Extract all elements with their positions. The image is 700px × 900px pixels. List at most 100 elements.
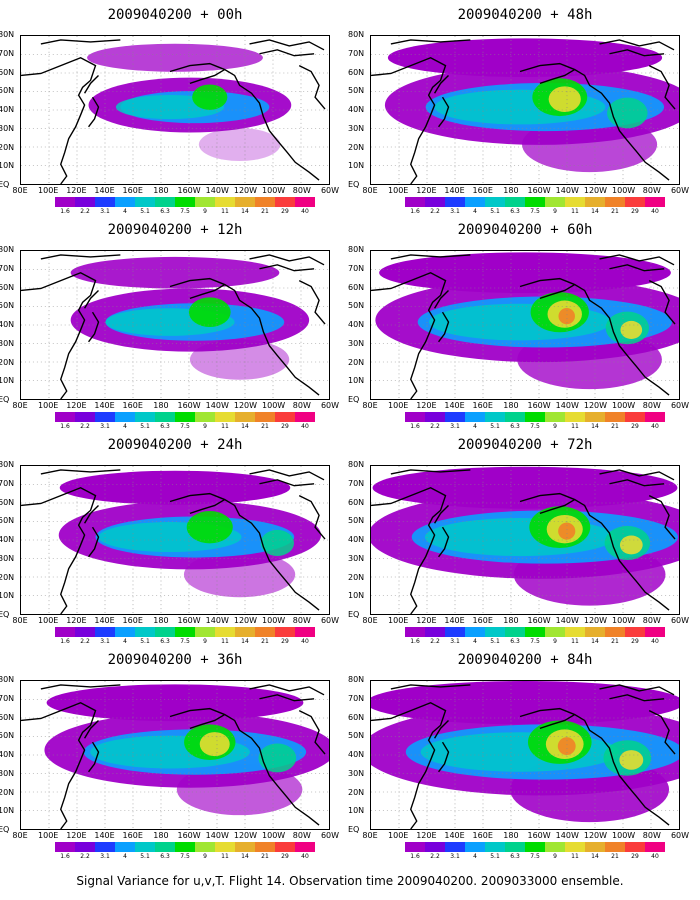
colorbar-swatch <box>175 627 195 637</box>
lat-label: 20N <box>0 142 15 152</box>
colorbar-swatch <box>135 197 155 207</box>
lon-label: 120W <box>233 616 258 625</box>
colorbar-swatch <box>465 412 485 422</box>
colorbar-swatch <box>465 842 485 852</box>
lon-label: 80E <box>362 186 378 195</box>
lat-label: 80N <box>0 675 15 684</box>
colorbar-swatch <box>275 842 295 852</box>
colorbar-tick-label: 14 <box>241 638 249 645</box>
lat-label: 30N <box>348 338 365 348</box>
lat-label: 50N <box>0 516 15 526</box>
lat-label: 80N <box>0 30 15 39</box>
lat-label: 40N <box>0 535 15 544</box>
colorbar-swatch <box>525 842 545 852</box>
lon-label: 120E <box>416 401 437 410</box>
lon-label: 120E <box>416 831 437 840</box>
lon-label: 140W <box>205 831 229 840</box>
colorbar-tick-label: 29 <box>281 853 289 860</box>
colorbar-swatch <box>625 412 645 422</box>
colorbar-swatch <box>405 197 425 207</box>
colorbar-tick-label: 9 <box>203 208 207 215</box>
colorbar-tick-label: 29 <box>281 208 289 215</box>
colorbar-tick-label: 4 <box>473 423 477 430</box>
panel-title: 2009040200 + 36h <box>107 652 243 668</box>
lat-label: 40N <box>348 105 365 114</box>
lat-label: EQ <box>0 395 10 404</box>
colorbar-tick-label: 14 <box>241 423 249 430</box>
lat-label: 80N <box>348 675 365 684</box>
lat-label: 40N <box>348 320 365 329</box>
lat-label: 50N <box>348 86 365 96</box>
colorbar-swatch <box>605 842 625 852</box>
lat-label: 80N <box>348 460 365 469</box>
colorbar-tick-label: 1.6 <box>410 423 420 430</box>
panel-title: 2009040200 + 60h <box>457 222 593 238</box>
lat-label: 10N <box>348 806 365 816</box>
variance-field <box>21 681 329 829</box>
colorbar-swatch <box>215 197 235 207</box>
colorbar-swatch <box>195 842 215 852</box>
colorbar-tick-label: 11 <box>221 423 229 430</box>
colorbar-tick-label: 29 <box>281 423 289 430</box>
colorbar-swatch <box>115 412 135 422</box>
colorbar-tick-label: 14 <box>241 853 249 860</box>
panel-title: 2009040200 + 72h <box>457 437 593 453</box>
lon-label: 120W <box>233 831 258 840</box>
colorbar-tick-label: 6.3 <box>510 208 520 215</box>
lat-label: 30N <box>0 338 15 348</box>
colorbar-tick-label: 6.3 <box>160 423 170 430</box>
colorbar-tick-label: 9 <box>553 423 557 430</box>
colorbar-swatch <box>195 412 215 422</box>
lon-label: 160W <box>177 616 201 625</box>
lon-label: 100W <box>612 401 636 410</box>
lon-label: 80E <box>12 186 28 195</box>
lon-label: 120W <box>583 186 608 195</box>
colorbar-swatch <box>565 842 585 852</box>
colorbar-swatch <box>295 627 315 637</box>
colorbar-swatch <box>175 412 195 422</box>
lat-label: 80N <box>0 245 15 254</box>
lon-label: 160E <box>122 831 143 840</box>
colorbar-swatch <box>195 197 215 207</box>
colorbar-swatch <box>565 412 585 422</box>
colorbar-tick-label: 21 <box>261 423 269 430</box>
lon-label: 60W <box>320 186 340 195</box>
lat-label: 30N <box>348 123 365 133</box>
lat-label: 60N <box>348 497 365 507</box>
colorbar-tick-label: 9 <box>203 638 207 645</box>
lat-label: 20N <box>348 572 365 582</box>
variance-map <box>370 680 680 830</box>
lon-label: 160W <box>527 186 551 195</box>
colorbar-ticks: 1.6 2.2 3.1 4 5.1 6.3 7.5 9 11 14 21 29 40 <box>405 853 665 861</box>
colorbar-tick-label: 5.1 <box>140 423 150 430</box>
lon-label: 160E <box>472 616 493 625</box>
colorbar-swatch <box>115 627 135 637</box>
colorbar-tick-label: 40 <box>301 853 309 860</box>
colorbar-tick-label: 40 <box>651 423 659 430</box>
lat-label: 10N <box>0 376 15 386</box>
lon-labels: 80E 100E 120E 140E 160E 180 160W 140W 120W 100W 80… <box>350 186 700 196</box>
colorbar-swatch <box>645 842 665 852</box>
lon-label: 120E <box>66 831 87 840</box>
lat-label: 50N <box>348 516 365 526</box>
colorbar-swatch <box>75 197 95 207</box>
colorbar-ticks: 1.6 2.2 3.1 4 5.1 6.3 7.5 9 11 14 21 29 40 <box>55 638 315 646</box>
colorbar-swatch <box>425 627 445 637</box>
colorbar-tick-label: 7.5 <box>530 638 540 645</box>
colorbar-tick-label: 29 <box>281 638 289 645</box>
colorbar-tick-label: 29 <box>631 208 639 215</box>
lon-label: 80E <box>362 831 378 840</box>
lon-label: 120W <box>583 831 608 840</box>
colorbar-swatch <box>445 627 465 637</box>
lon-label: 100E <box>38 401 59 410</box>
colorbar-tick-label: 6.3 <box>160 208 170 215</box>
colorbar-swatch <box>95 627 115 637</box>
colorbar-swatch <box>645 627 665 637</box>
lat-label: 20N <box>0 787 15 797</box>
colorbar-swatch <box>485 412 505 422</box>
lat-label: 10N <box>0 591 15 601</box>
colorbar-swatch <box>505 197 525 207</box>
colorbar-tick-label: 21 <box>611 853 619 860</box>
colorbar-swatch <box>525 627 545 637</box>
lon-label: 180 <box>153 831 169 840</box>
